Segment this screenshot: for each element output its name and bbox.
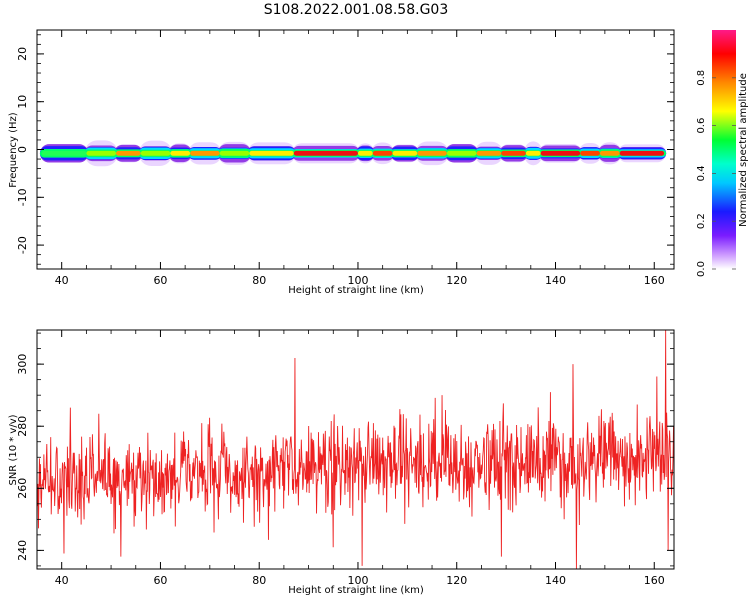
colorbar-tick-label: 0.4 — [696, 165, 707, 181]
spectrogram-core-cell — [599, 150, 620, 156]
spectrogram-core-cell — [372, 150, 393, 156]
colorbar-tick-label: 0.0 — [696, 261, 707, 277]
spectrogram-core-cell — [190, 150, 220, 156]
spectrogram-x-tick-label: 40 — [55, 274, 69, 287]
spectrogram-core-cell — [41, 150, 87, 156]
colorbar-tick-label: 0.2 — [696, 213, 707, 229]
spectrogram-x-tick-label: 140 — [545, 274, 566, 287]
spectrogram-core-cell — [170, 150, 191, 156]
spectrogram-y-axis-label: Frequency (Hz) — [8, 112, 19, 188]
spectrogram-core-cell — [580, 150, 600, 156]
spectrogram-core-cell — [357, 150, 373, 156]
spectrogram-y-tick-label: -20 — [16, 236, 29, 254]
spectrogram-panel: 40 60 80 100 120 140 160 -20 -10 0 10 20 Height of… — [8, 29, 675, 296]
spectrogram-core-cell — [417, 150, 447, 156]
spectrogram-core-cell — [219, 150, 250, 156]
snr-x-tick-label: 80 — [252, 574, 266, 587]
colorbar-label: Normalized spectral amplitude — [738, 73, 749, 227]
snr-x-ticks: 40 60 80 100 120 140 160 — [36, 330, 665, 587]
snr-y-tick-label: 240 — [16, 540, 29, 561]
spectrogram-x-tick-label: 80 — [252, 274, 266, 287]
spectrogram-core-cell — [501, 150, 526, 156]
spectrogram-core-cell — [116, 150, 141, 156]
snr-frame — [36, 329, 675, 570]
snr-panel: 40 60 80 100 120 140 160 240 260 280 300 Height o… — [8, 329, 675, 596]
spectrogram-core-cell — [249, 150, 294, 156]
spectrogram-core-cell — [293, 150, 358, 156]
spectrogram-y-tick-label: 0 — [16, 146, 29, 153]
spectrogram-core-cell — [392, 150, 418, 156]
snr-x-axis-label: Height of straight line (km) — [288, 585, 424, 596]
snr-y-tick-label: 280 — [16, 416, 29, 437]
spectrogram-x-axis-label: Height of straight line (km) — [288, 285, 424, 296]
spectrogram-y-tick-label: 10 — [16, 95, 29, 109]
snr-y-tick-label: 260 — [16, 478, 29, 499]
spectrogram-core-cell — [619, 150, 665, 156]
colorbar-tick-label: 0.8 — [696, 70, 707, 86]
colorbar: 0.0 0.2 0.4 0.6 0.8 Normalized spectral ampl… — [696, 30, 749, 277]
spectrogram-x-tick-label: 100 — [347, 274, 368, 287]
spectrogram-core-cell — [86, 150, 117, 156]
spectrogram-core-cell — [540, 150, 581, 156]
snr-x-tick-label: 100 — [347, 574, 368, 587]
snr-x-tick-label: 60 — [153, 574, 167, 587]
snr-y-tick-label: 300 — [16, 354, 29, 375]
spectrogram-x-tick-label: 60 — [153, 274, 167, 287]
spectrogram-x-ticks: 40 60 80 100 120 140 160 — [36, 30, 665, 287]
spectrogram-y-ticks: -20 -10 0 10 20 — [16, 34, 674, 265]
spectrogram-x-tick-label: 160 — [644, 274, 665, 287]
spectrogram-y-tick-label: -10 — [16, 188, 29, 206]
spectrogram-band — [39, 140, 667, 167]
spectrogram-core-cell — [140, 150, 171, 156]
snr-series-line — [37, 330, 674, 569]
snr-x-tick-label: 160 — [644, 574, 665, 587]
colorbar-ticks: 0.0 0.2 0.4 0.6 0.8 — [696, 70, 736, 277]
snr-y-ticks: 240 260 280 300 — [16, 332, 674, 567]
spectrogram-core-cell — [525, 150, 541, 156]
spectrogram-core-cell — [476, 150, 502, 156]
snr-x-tick-label: 40 — [55, 574, 69, 587]
snr-x-tick-label: 120 — [446, 574, 467, 587]
spectrogram-core-cell — [446, 150, 477, 156]
snr-x-tick-label: 140 — [545, 574, 566, 587]
figure-title: S108.2022.001.08.58.G03 — [264, 2, 449, 18]
colorbar-tick-label: 0.6 — [696, 118, 707, 134]
colorbar-gradient — [712, 30, 736, 269]
spectrogram-y-tick-label: 20 — [16, 47, 29, 61]
spectrogram-x-tick-label: 120 — [446, 274, 467, 287]
snr-y-axis-label: SNR (10 * v/v) — [8, 414, 19, 485]
